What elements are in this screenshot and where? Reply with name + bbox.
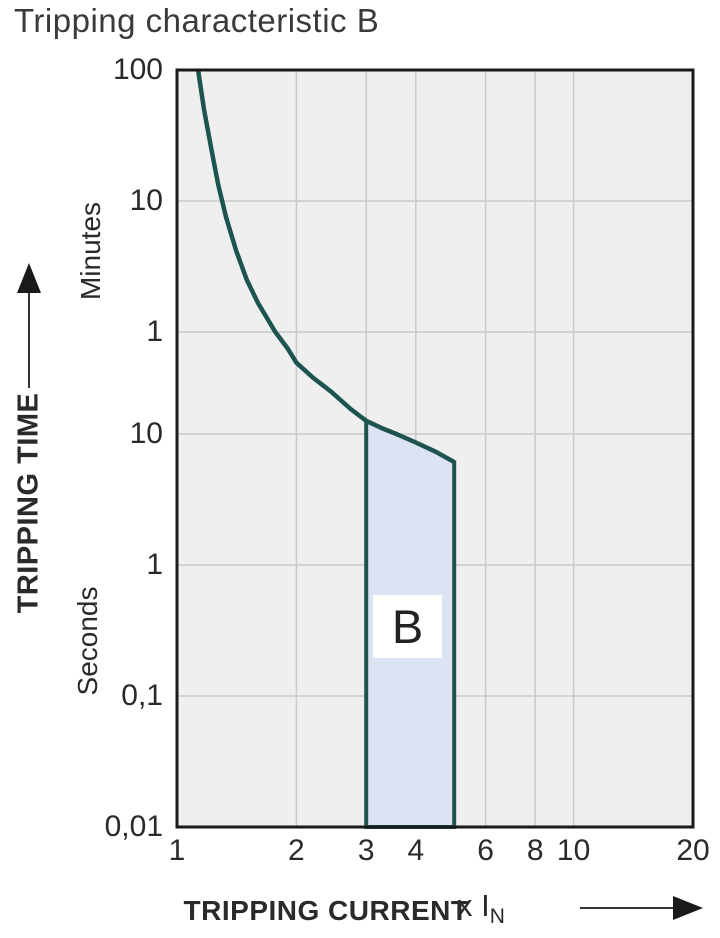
x-tick-label: 2 [288, 834, 305, 867]
chart-title: Tripping characteristic B [14, 2, 380, 39]
x-tick-label: 1 [168, 834, 186, 867]
y-unit-minutes: Minutes [75, 201, 106, 301]
y-axis-arrow-icon [17, 263, 41, 388]
x-axis-multiplier-base: x I [457, 888, 490, 923]
region-b-label: B [373, 595, 442, 658]
x-tick-label: 3 [357, 834, 375, 867]
region-b-letter: B [391, 600, 424, 653]
plot-border [175, 68, 695, 829]
plot-layer [175, 68, 695, 829]
y-tick-label: 10 [129, 416, 163, 450]
tripping-curve [195, 69, 456, 465]
x-tick-label: 6 [477, 834, 494, 867]
y-tick-label: 10 [129, 184, 163, 217]
x-tick-label: 4 [407, 834, 425, 867]
x-axis-arrow-icon [580, 896, 703, 920]
y-tick-label: 100 [112, 53, 163, 86]
x-axis-multiplier-sub: N [489, 905, 505, 928]
x-tick-label: 20 [676, 834, 710, 867]
x-tick-label: 10 [556, 834, 591, 867]
x-axis-multiplier: x IN [457, 888, 505, 929]
y-tick-label: 1 [146, 315, 163, 349]
x-axis-title: TRIPPING CURRENT [183, 895, 469, 926]
y-axis-title: TRIPPING TIME [12, 392, 45, 614]
y-tick-label: 1 [146, 547, 163, 581]
y-tick-label: 0,1 [121, 678, 163, 712]
y-tick-label: 0,01 [104, 810, 163, 843]
x-tick-label: 8 [526, 834, 544, 867]
y-unit-seconds: Seconds [72, 586, 103, 696]
